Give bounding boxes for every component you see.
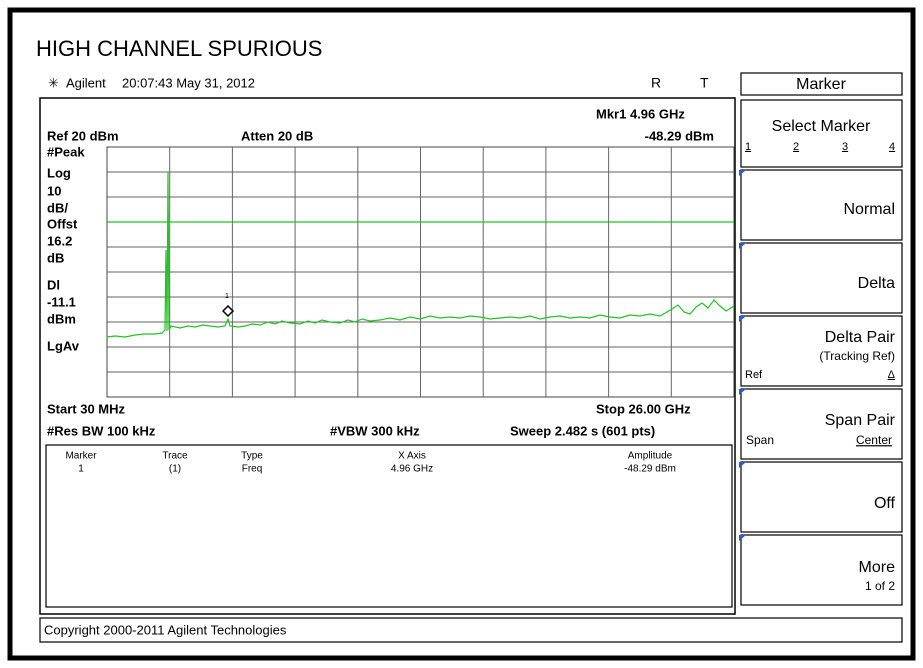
softkey-right: Δ [888,369,896,381]
softkey-label: More [859,559,896,576]
softkey-left: Span [746,433,774,447]
softkey[interactable] [740,388,903,460]
softkey[interactable] [740,534,903,606]
left-label: Offst [47,216,78,231]
status-r: R [651,75,661,91]
left-label: dB [47,250,64,265]
title: HIGH CHANNEL SPURIOUS [36,36,322,61]
res-bw: #Res BW 100 kHz [47,423,156,438]
left-label: -11.1 [47,294,76,309]
screen-frame [39,97,736,615]
left-label: Log [47,165,71,180]
marker-amplitude: -48.29 dBm [645,128,714,143]
table-cell: 1 [78,464,84,475]
marker-table: Marker Trace Type X Axis Amplitude 1 (1) Freq 4.… [65,451,675,475]
softkey[interactable] [740,242,903,314]
softkey-indicator [739,462,746,468]
table-header: Amplitude [628,451,673,462]
softkey[interactable] [740,461,903,533]
softkey-label: Span Pair [825,412,896,429]
table-cell: (1) [169,464,181,475]
softkey-option: 1 [745,141,751,153]
softkey-option: 4 [889,141,895,153]
marker-table-frame [45,444,733,608]
logo: ✳ [48,75,59,90]
left-label: #Peak [47,144,85,159]
left-label: dB/ [47,200,68,215]
table-cell: 4.96 GHz [391,464,433,475]
timestamp: 20:07:43 May 31, 2012 [122,75,255,90]
left-label: LgAv [47,338,80,353]
stop-frequency: Stop 26.00 GHz [596,401,691,416]
softkey-left: Ref [745,369,763,381]
table-header: Type [241,451,263,462]
softkey-sublabel: (Tracking Ref) [819,349,895,363]
left-label: 10 [47,183,61,198]
softkey-buttons: Select Marker 1 2 3 4 Normal Delta Delta… [739,99,903,606]
softkey-indicator [739,243,746,249]
softkey-option: 2 [793,141,799,153]
ref-level: Ref 20 dBm [47,128,119,143]
softkey-option: 3 [842,141,848,153]
footer-bar [39,617,903,643]
table-cell: Freq [242,464,263,475]
left-label: dBm [47,311,76,326]
softkey-label: Delta [858,275,895,292]
table-header: Marker [65,451,97,462]
left-labels: #Peak Log 10 dB/Offst 16.2 dB Dl -11.1 dBm LgAv [47,144,85,353]
attenuation: Atten 20 dB [241,128,313,143]
softkey-title-box [740,72,903,96]
status-t: T [700,75,709,91]
marker-diamond [221,304,235,318]
softkey-label: Off [874,495,896,512]
table-header: X Axis [398,451,426,462]
sweep: Sweep 2.482 s (601 pts) [510,423,655,438]
softkey-right: Center [856,433,892,447]
softkey-indicator [739,389,746,395]
softkey-title: Marker [796,76,846,93]
softkey-indicator [739,316,746,322]
brand: Agilent [66,75,106,90]
vbw: #VBW 300 kHz [330,423,420,438]
softkey-indicator [739,170,746,176]
copyright: Copyright 2000-2011 Agilent Technologies [44,622,287,637]
trace [106,171,735,338]
marker-readout: Mkr1 4.96 GHz [596,106,685,121]
table-header: Trace [162,451,188,462]
softkey[interactable] [740,99,903,168]
softkey-label: Delta Pair [825,329,896,346]
left-label: 16.2 [47,233,72,248]
softkey-label: Normal [843,201,895,218]
start-frequency: Start 30 MHz [47,401,126,416]
table-cell: -48.29 dBm [624,464,676,475]
marker-label: 1 [225,293,229,300]
left-label: Dl [47,277,60,292]
softkey-indicator [739,535,746,541]
softkey[interactable] [740,169,903,241]
softkey-label: Select Marker [772,118,871,135]
softkey-sublabel: 1 of 2 [865,579,895,593]
softkey[interactable] [740,315,903,387]
